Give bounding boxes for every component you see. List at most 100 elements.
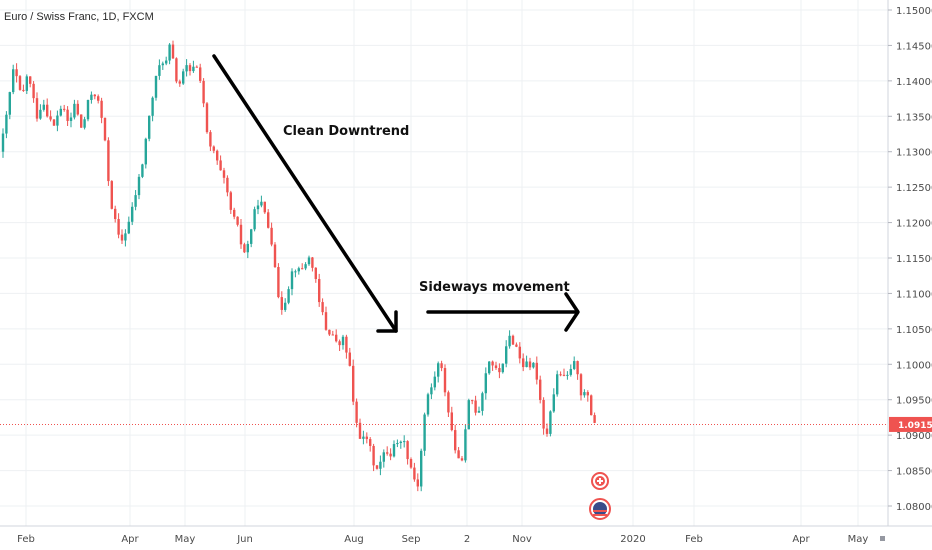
candle-down [365, 432, 368, 444]
candle-body [440, 363, 443, 369]
candle-down [559, 371, 562, 377]
candle-down [576, 360, 579, 380]
candle-body [290, 271, 294, 290]
candle-body [263, 201, 266, 213]
candle-down [229, 190, 232, 215]
candle-body [42, 104, 45, 110]
candle-up [246, 240, 249, 259]
candle-body [107, 140, 110, 182]
candle-body [375, 465, 379, 469]
candle-body [280, 297, 283, 310]
candle-body [569, 368, 572, 375]
candle-body [314, 267, 317, 280]
candle-down [195, 65, 198, 68]
candle-down [321, 298, 324, 316]
candle-body [386, 452, 389, 454]
candle-body [518, 346, 521, 359]
time-tick-label: Aug [344, 534, 364, 545]
candle-up [426, 392, 430, 417]
candle-down [409, 457, 413, 469]
time-tick-label: 2020 [620, 534, 645, 545]
candle-body [134, 195, 137, 207]
candle-body [35, 98, 39, 119]
candle-body [209, 132, 212, 147]
candle-body [32, 83, 35, 99]
candle-body [341, 336, 345, 346]
candle-body [450, 412, 453, 431]
candle-body [447, 392, 450, 413]
candle-up [56, 110, 59, 132]
price-tick-label: 1.15000 [896, 6, 932, 17]
candle-up [284, 298, 287, 312]
event-marker-icon[interactable] [591, 472, 609, 490]
candle-body [352, 365, 355, 402]
candle-down [311, 256, 314, 272]
candle-up [464, 424, 467, 463]
candle-body [46, 104, 49, 117]
candle-up [151, 96, 154, 122]
candle-body [158, 65, 161, 76]
candle-up [144, 137, 147, 169]
candle-up [392, 440, 396, 458]
candle-body [202, 80, 205, 104]
price-tick-label: 1.08000 [896, 502, 932, 513]
candle-body [250, 229, 253, 244]
candle-down [222, 167, 226, 184]
event-marker-flag-icon[interactable] [589, 498, 611, 520]
time-tick-label: Apr [121, 534, 139, 545]
candle-down [15, 63, 18, 83]
candle-down [352, 359, 355, 406]
candle-body [141, 164, 144, 177]
candle-body [182, 71, 185, 84]
candle-body [576, 361, 579, 375]
chart-title: Euro / Swiss Franc, 1D, FXCM [4, 11, 154, 23]
candle-body [120, 234, 124, 241]
candle-body [49, 116, 52, 120]
candle-body [471, 400, 474, 402]
candle-body [199, 67, 202, 81]
candle-down [110, 180, 113, 210]
candle-body [110, 181, 113, 209]
candle-down [460, 455, 464, 462]
candle-up [569, 364, 572, 377]
candle-body [236, 216, 239, 225]
candle-up [341, 334, 345, 350]
candle-body [467, 400, 470, 430]
candle-down [233, 207, 236, 220]
candle-body [331, 334, 334, 336]
candle-up [1, 128, 5, 158]
candle-up [137, 173, 141, 200]
candle-body [501, 363, 504, 373]
candle-up [505, 340, 508, 368]
price-tick-label: 1.13500 [896, 112, 932, 123]
candle-body [464, 429, 467, 461]
annotation-clean-downtrend: Clean Downtrend [283, 124, 409, 139]
annotation-sideways-movement: Sideways movement [419, 280, 570, 295]
candle-body [399, 441, 402, 443]
candle-body [593, 415, 596, 423]
candle-down [103, 117, 107, 142]
candle-body [488, 361, 491, 374]
candle-down [314, 267, 317, 283]
candle-body [328, 329, 331, 335]
candle-body [311, 257, 314, 268]
candle-body [22, 89, 25, 91]
candle-body [457, 450, 460, 459]
candle-down [243, 242, 246, 254]
candle-down [579, 373, 583, 401]
candle-down [369, 436, 372, 452]
price-axis[interactable]: 1.15000 1.14500 1.14000 1.13500 1.13000 1.125… [888, 6, 932, 513]
candle-body [188, 65, 192, 72]
time-axis[interactable]: Feb Apr May Jun Aug Sep 2 Nov 2020 Feb Apr May [17, 534, 885, 545]
candle-down [328, 329, 331, 336]
candle-body [494, 365, 498, 369]
candle-body [124, 233, 127, 241]
candle-up [583, 389, 586, 398]
candle-down [324, 306, 328, 331]
candle-down [335, 329, 338, 343]
candle-down [491, 360, 494, 371]
candle-up [304, 262, 307, 271]
time-axis-settings-icon [880, 536, 885, 541]
candle-down [219, 155, 222, 171]
